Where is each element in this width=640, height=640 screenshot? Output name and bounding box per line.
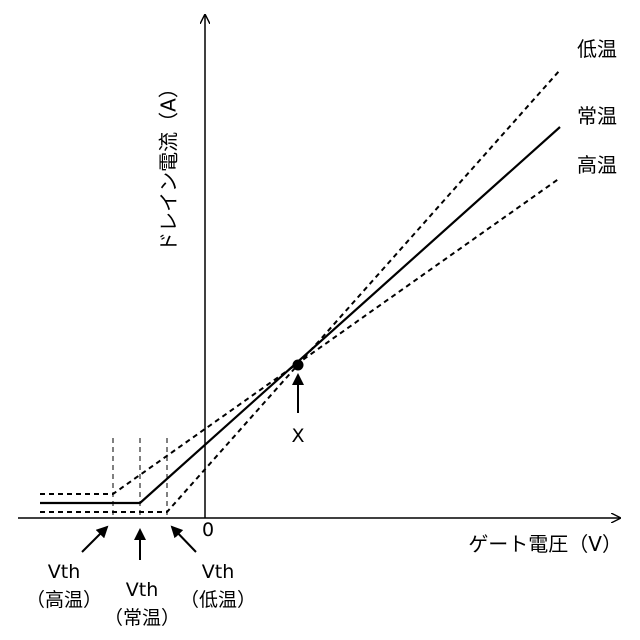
vth-high-temp-arrow	[82, 527, 107, 552]
vth-high-temp-label-bottom: （高温）	[26, 589, 102, 611]
crosspoint-marker	[293, 360, 304, 371]
vth-low-temp-label-top: Vth	[202, 561, 235, 583]
origin-label: 0	[202, 519, 214, 541]
vth-low-temp-label-bottom: （低温）	[180, 589, 256, 611]
curve-label-low-temp: 低温	[577, 37, 617, 61]
crosspoint-label: X	[291, 425, 304, 447]
vth-room-temp-label-bottom: （常温）	[104, 607, 180, 629]
vth-room-temp-label-top: Vth	[126, 579, 159, 601]
curve-label-high-temp: 高温	[577, 153, 617, 177]
vth-low-temp-arrow	[172, 527, 196, 552]
x-axis-label: ゲート電圧（V）	[468, 532, 622, 556]
y-axis-label: ドレイン電流（A）	[157, 78, 181, 252]
vth-high-temp-label-top: Vth	[48, 561, 81, 583]
curve-label-room-temp: 常温	[577, 104, 617, 128]
